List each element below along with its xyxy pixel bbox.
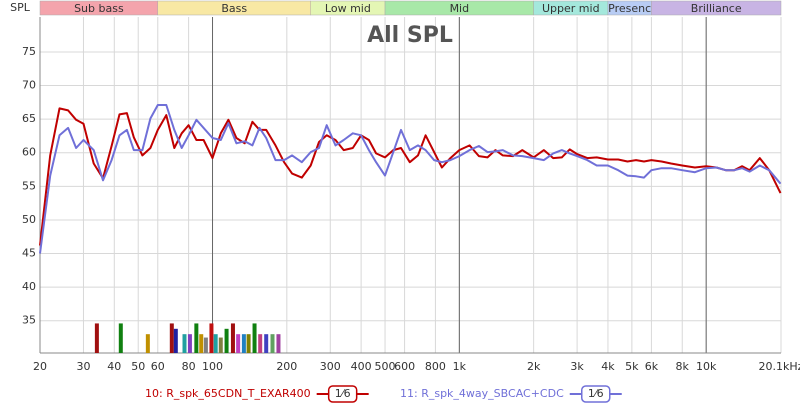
x-tick-label: 30 bbox=[76, 360, 90, 373]
band-label: Presenc bbox=[608, 2, 651, 15]
legend-label: 11: R_spk_4way_SBCAC+CDC bbox=[400, 387, 564, 400]
marker-bar bbox=[199, 334, 204, 353]
band-label: Bass bbox=[221, 2, 247, 15]
plot-area: Sub bass Bass Low mid Mid Upper mid Presenc Br… bbox=[22, 0, 800, 373]
marker-bar bbox=[182, 334, 187, 353]
legend-smoothing-box bbox=[327, 385, 358, 403]
marker-bar bbox=[218, 337, 223, 353]
x-tick-label: 5k bbox=[625, 360, 639, 373]
x-tick-label: 20 bbox=[33, 360, 47, 373]
x-tick-label: 400 bbox=[351, 360, 372, 373]
x-tick-label: 100 bbox=[202, 360, 223, 373]
x-tick-label: 6k bbox=[645, 360, 659, 373]
x-tick-label: 1k bbox=[453, 360, 467, 373]
marker-bar bbox=[258, 334, 263, 353]
x-tick-label: 4k bbox=[601, 360, 615, 373]
x-tick-label: 50 bbox=[131, 360, 145, 373]
marker-bar bbox=[203, 337, 208, 353]
x-tick-label: 20.1kHz bbox=[759, 360, 800, 373]
marker-bar bbox=[187, 334, 192, 353]
x-tick-label: 800 bbox=[425, 360, 446, 373]
marker-bar bbox=[224, 328, 229, 353]
x-tick-label: 60 bbox=[151, 360, 165, 373]
x-tick-label: 3k bbox=[570, 360, 584, 373]
y-tick-label: 65 bbox=[22, 112, 36, 125]
marker-bar bbox=[241, 334, 246, 353]
legend-smoothing: 1⁄6 bbox=[335, 387, 351, 400]
marker-bar bbox=[94, 323, 99, 353]
x-tick-label: 40 bbox=[107, 360, 121, 373]
y-tick-label: 55 bbox=[22, 179, 36, 192]
series-line bbox=[39, 104, 782, 254]
marker-bar bbox=[118, 323, 123, 353]
series-line bbox=[39, 107, 782, 246]
marker-bar bbox=[230, 323, 235, 353]
x-tick-label: 600 bbox=[394, 360, 415, 373]
x-tick-label: 10k bbox=[696, 360, 717, 373]
x-tick-label: 300 bbox=[320, 360, 341, 373]
chart-title: All SPL bbox=[367, 23, 453, 48]
y-tick-label: 75 bbox=[22, 45, 36, 58]
y-tick-label: 50 bbox=[22, 213, 36, 226]
y-tick-label: 60 bbox=[22, 146, 36, 159]
y-tick-label: 45 bbox=[22, 247, 36, 260]
y-axis-label: SPL bbox=[10, 1, 31, 14]
x-tick-label: 80 bbox=[182, 360, 196, 373]
marker-bar bbox=[264, 334, 269, 353]
y-tick-label: 40 bbox=[22, 280, 36, 293]
marker-bar bbox=[173, 328, 178, 353]
marker-bar bbox=[252, 323, 257, 353]
marker-bar bbox=[270, 334, 275, 353]
legend-smoothing: 1⁄6 bbox=[588, 387, 604, 400]
band-label: Brilliance bbox=[691, 2, 742, 15]
legend-smoothing-box bbox=[581, 385, 611, 403]
x-tick-label: 200 bbox=[276, 360, 297, 373]
x-tick-label: 2k bbox=[527, 360, 541, 373]
marker-bar bbox=[213, 334, 218, 353]
band bbox=[651, 0, 782, 16]
legend-label: 10: R_spk_65CDN_T_EXAR400 bbox=[145, 387, 311, 400]
x-tick-label: 500 bbox=[375, 360, 396, 373]
y-tick-label: 35 bbox=[22, 314, 36, 327]
marker-bar bbox=[236, 334, 241, 353]
marker-bar bbox=[246, 334, 251, 353]
marker-bar bbox=[194, 323, 199, 353]
band-label: Low mid bbox=[325, 2, 371, 15]
band-label: Sub bass bbox=[74, 2, 124, 15]
band-label: Upper mid bbox=[542, 2, 600, 15]
y-tick-label: 70 bbox=[22, 79, 36, 92]
band-label: Mid bbox=[450, 2, 470, 15]
marker-bar bbox=[209, 323, 214, 353]
marker-bar bbox=[276, 334, 281, 353]
marker-bar bbox=[169, 323, 174, 353]
marker-bar bbox=[145, 334, 150, 353]
x-tick-label: 8k bbox=[676, 360, 690, 373]
